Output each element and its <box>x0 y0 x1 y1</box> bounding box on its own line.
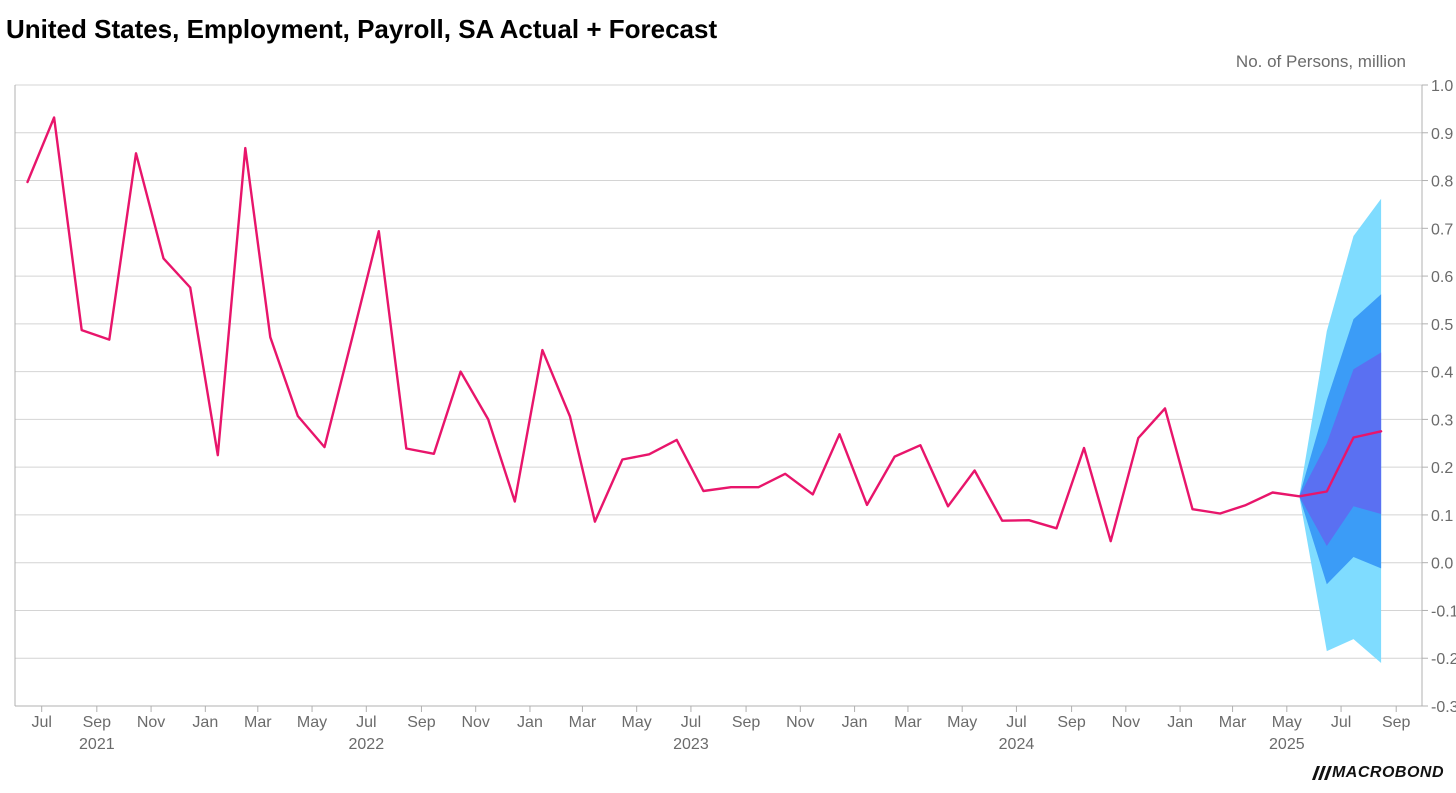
macrobond-logo-mark-icon <box>1311 766 1332 780</box>
y-tick-label: -0.3 <box>1431 699 1456 716</box>
series-lines <box>26 116 1383 543</box>
plot-frame <box>14 85 1423 707</box>
x-year-label: 2023 <box>673 736 709 753</box>
y-tick-label: -0.2 <box>1431 651 1456 668</box>
x-tick-label: May <box>297 714 327 731</box>
series-line <box>26 116 1383 543</box>
y-tick-label: 0.9 <box>1431 126 1453 143</box>
y-tick-label: -0.1 <box>1431 603 1456 620</box>
x-tick-label: Mar <box>569 714 597 731</box>
x-tick-label: May <box>622 714 652 731</box>
x-tick-label: Nov <box>1112 714 1140 731</box>
x-tick-label: Jul <box>31 714 51 731</box>
x-year-label: 2024 <box>999 736 1035 753</box>
macrobond-logo-text: MACROBOND <box>1331 764 1444 781</box>
grid-lines <box>15 84 1422 707</box>
x-tick-label: Mar <box>244 714 272 731</box>
y-tick-label: 0.8 <box>1431 174 1453 191</box>
chart-title: United States, Employment, Payroll, SA A… <box>6 14 718 44</box>
y-tick-label: 1.0 <box>1431 78 1453 95</box>
y-tick-label: 0.0 <box>1431 556 1453 573</box>
x-tick-label: Mar <box>1219 714 1247 731</box>
y-tick-label: 0.6 <box>1431 269 1453 286</box>
y-tick-label: 0.7 <box>1431 221 1453 238</box>
x-tick-label: Sep <box>732 714 761 731</box>
x-tick-label: Nov <box>461 714 489 731</box>
unit-label: No. of Persons, million <box>1235 52 1406 71</box>
x-axis-ticks: Jul Sep Nov Jan Mar May Jul Sep Nov Jan Mar May Jul S… <box>31 706 1411 753</box>
x-tick-label: Jan <box>517 714 543 731</box>
x-tick-label: Jul <box>1331 714 1351 731</box>
macrobond-logo: MACROBOND <box>1311 764 1444 782</box>
x-year-label: 2021 <box>79 736 115 753</box>
x-tick-label: Sep <box>407 714 436 731</box>
y-tick-label: 0.5 <box>1431 317 1453 334</box>
x-tick-label: Sep <box>1057 714 1086 731</box>
y-tick-label: 0.1 <box>1431 508 1453 525</box>
x-tick-label: Sep <box>83 714 112 731</box>
x-tick-label: Nov <box>137 714 165 731</box>
x-tick-label: Nov <box>786 714 814 731</box>
x-year-label: 2025 <box>1269 736 1305 753</box>
y-tick-label: 0.2 <box>1431 460 1453 477</box>
x-tick-label: May <box>947 714 977 731</box>
y-tick-label: 0.4 <box>1431 365 1453 382</box>
x-tick-label: Jan <box>842 714 868 731</box>
x-tick-label: Sep <box>1382 714 1411 731</box>
y-axis-ticks: 1.0 0.9 0.8 0.7 0.6 0.5 0.4 0.3 0.2 0.1 0.0 -0.1 -0.… <box>1422 78 1456 716</box>
x-tick-label: Jan <box>192 714 218 731</box>
x-tick-label: Jul <box>356 714 376 731</box>
forecast-bands <box>1299 198 1382 663</box>
x-tick-label: Jan <box>1167 714 1193 731</box>
forecast-band-inner <box>1299 352 1382 546</box>
y-tick-label: 0.3 <box>1431 412 1453 429</box>
x-year-label: 2022 <box>349 736 385 753</box>
x-tick-label: May <box>1272 714 1302 731</box>
x-tick-label: Jul <box>1006 714 1026 731</box>
x-tick-label: Mar <box>894 714 922 731</box>
x-tick-label: Jul <box>681 714 701 731</box>
